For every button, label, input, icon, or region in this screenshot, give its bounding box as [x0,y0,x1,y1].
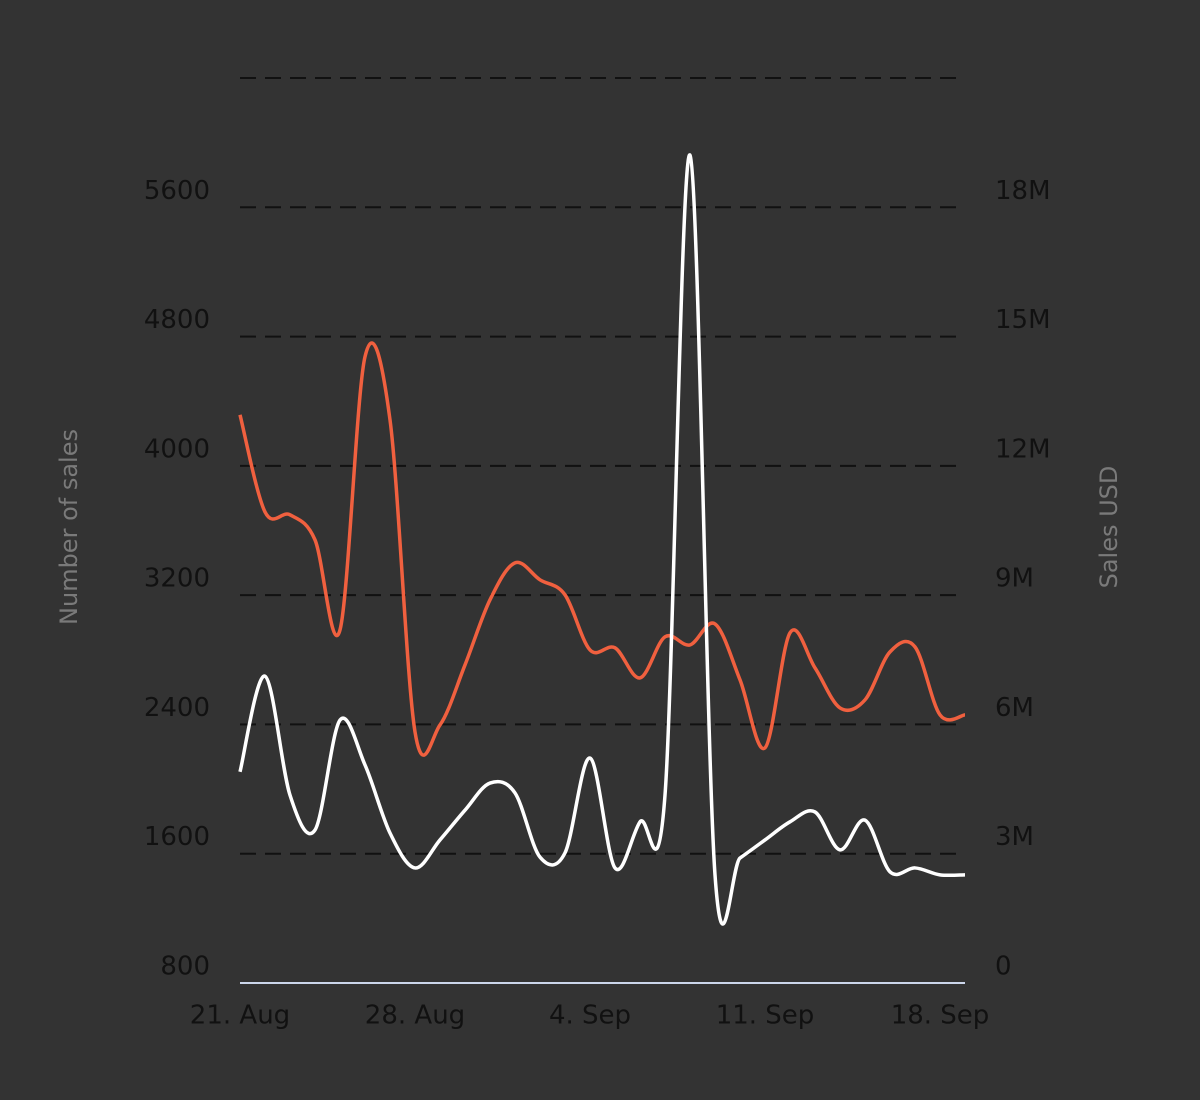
y-tick-label: 1600 [144,822,210,852]
x-tick-label: 11. Sep [716,1001,815,1031]
y-tick-label: 800 [160,952,210,982]
y-tick-label: 4800 [144,305,210,335]
x-tick-label: 28. Aug [365,1001,465,1031]
y2-axis-title: Sales USD [1095,466,1123,589]
y2-tick-label: 18M [995,176,1051,206]
y2-tick-label: 3M [995,822,1034,852]
y-tick-label: 3200 [144,564,210,594]
series-line [238,341,966,757]
y2-tick-label: 6M [995,693,1034,723]
series-line [238,153,966,926]
y2-tick-label: 0 [995,952,1012,982]
x-tick-label: 21. Aug [190,1001,290,1031]
y-axis-title: Number of sales [55,429,83,625]
y-tick-label: 2400 [144,693,210,723]
x-tick-label: 18. Sep [891,1001,990,1031]
y-tick-label: 4000 [144,434,210,464]
y-tick-label: 5600 [144,176,210,206]
x-tick-label: 4. Sep [549,1001,631,1031]
y2-tick-label: 9M [995,564,1034,594]
y2-tick-label: 15M [995,305,1051,335]
y2-tick-label: 12M [995,434,1051,464]
